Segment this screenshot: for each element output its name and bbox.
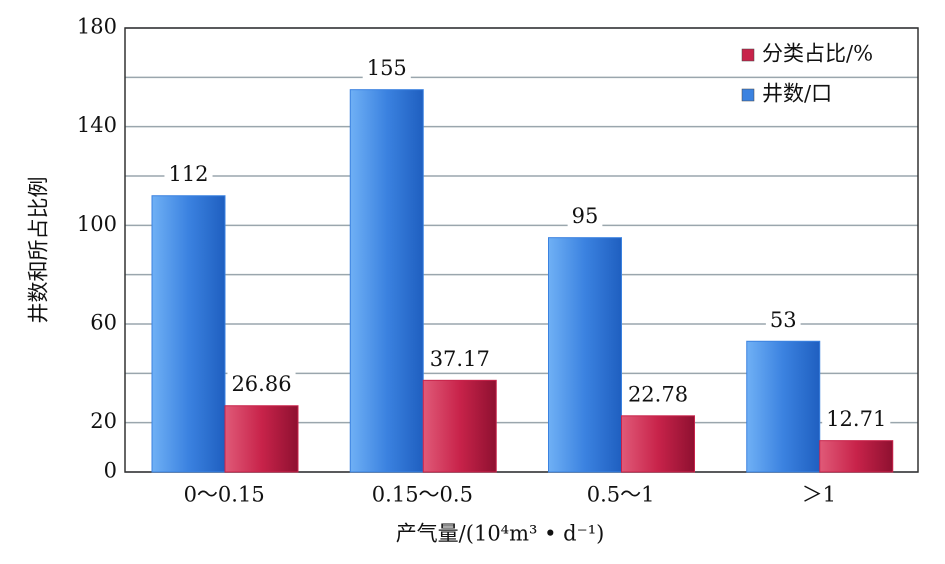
y-tick-label: 100 <box>77 212 117 236</box>
x-tick-label: 0.15～0.5 <box>372 483 473 507</box>
bar <box>548 237 622 473</box>
data-label: 12.71 <box>826 407 886 431</box>
bar <box>819 440 894 473</box>
y-axis-label: 井数和所占比例 <box>27 177 51 324</box>
bar <box>151 195 226 473</box>
y-tick-label: 20 <box>90 409 117 433</box>
legend-label: 分类占比/% <box>762 42 873 66</box>
y-tick-label: 140 <box>77 113 117 137</box>
data-label-bg <box>765 306 801 333</box>
data-label: 112 <box>168 162 208 186</box>
legend-label: 井数/口 <box>762 82 832 106</box>
bar <box>349 89 424 473</box>
data-label-bg <box>227 371 296 398</box>
bar <box>422 379 497 473</box>
legend-swatch <box>741 88 755 102</box>
data-label: 37.17 <box>430 347 490 371</box>
data-label-bg <box>822 406 891 433</box>
data-label: 95 <box>572 204 599 228</box>
bar <box>224 405 299 473</box>
data-label: 53 <box>770 308 797 332</box>
y-tick-label: 180 <box>77 15 117 39</box>
data-label-bg <box>567 203 603 230</box>
data-label: 22.78 <box>628 382 688 406</box>
y-tick-label: 60 <box>90 311 117 335</box>
x-tick-label: 0～0.15 <box>184 483 265 507</box>
bar <box>621 415 695 473</box>
plot-frame <box>124 27 919 473</box>
data-label-bg <box>623 381 693 408</box>
x-tick-label: 0.5～1 <box>587 483 655 507</box>
data-label: 155 <box>367 56 407 80</box>
bar <box>746 340 821 473</box>
data-label: 26.86 <box>231 372 291 396</box>
data-label-bg <box>425 345 494 372</box>
y-tick-label: 0 <box>104 459 117 483</box>
x-axis-label: 产气量/(10⁴m³ • d⁻¹) <box>396 522 605 546</box>
x-tick-label: ＞1 <box>802 483 836 507</box>
data-label-bg <box>164 161 213 188</box>
data-label-bg <box>362 55 411 82</box>
legend-swatch <box>741 48 755 62</box>
